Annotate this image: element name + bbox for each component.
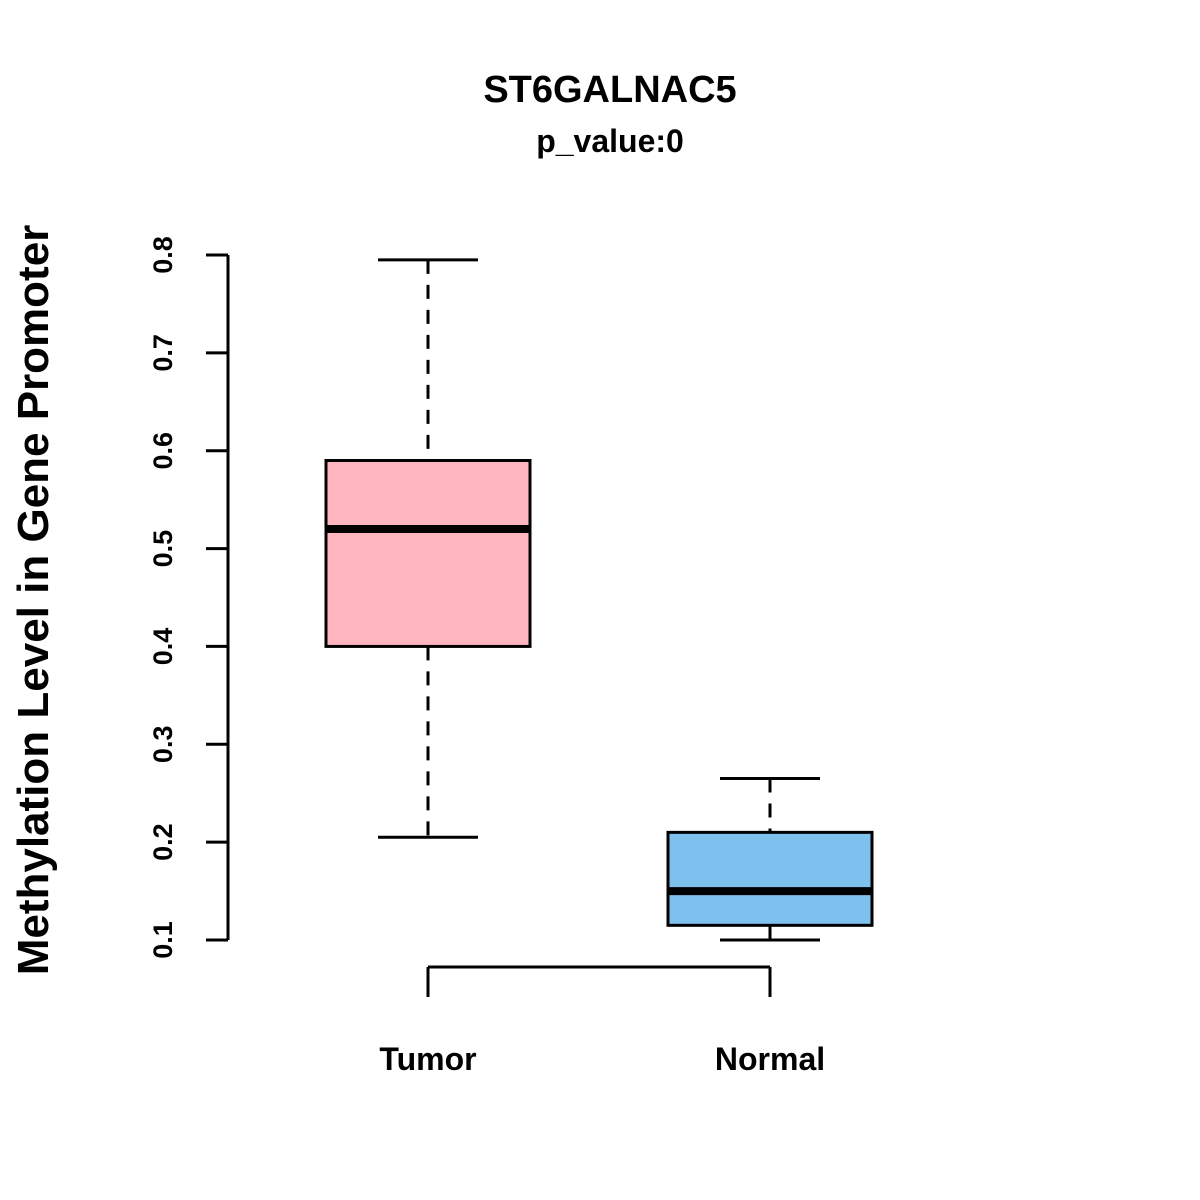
iqr-box (666, 830, 874, 927)
y-axis-tick-label: 0.6 (148, 432, 178, 470)
chart-subtitle: p_value:0 (536, 123, 684, 159)
y-axis-label: Methylation Level in Gene Promoter (9, 225, 58, 976)
y-axis-tick-label: 0.1 (148, 921, 178, 959)
y-axis-tick-label: 0.5 (148, 530, 178, 568)
y-axis: 0.1 0.2 0.3 0.4 0.5 0.6 0.7 0.8 (148, 236, 230, 959)
y-axis-tick-label: 0.7 (148, 334, 178, 372)
y-axis-tick-label: 0.8 (148, 236, 178, 274)
y-axis-tick-label: 0.4 (148, 628, 178, 666)
x-axis (426, 965, 772, 997)
category-label-tumor: Tumor (379, 1041, 476, 1077)
boxplot-tumor (324, 258, 532, 839)
y-axis-tick-label: 0.2 (148, 823, 178, 861)
y-axis-tick-label: 0.3 (148, 726, 178, 764)
chart-title: ST6GALNAC5 (483, 69, 736, 111)
boxplot-series (324, 258, 874, 942)
category-label-normal: Normal (715, 1041, 825, 1077)
boxplot-normal (666, 777, 874, 942)
iqr-box (324, 459, 532, 648)
